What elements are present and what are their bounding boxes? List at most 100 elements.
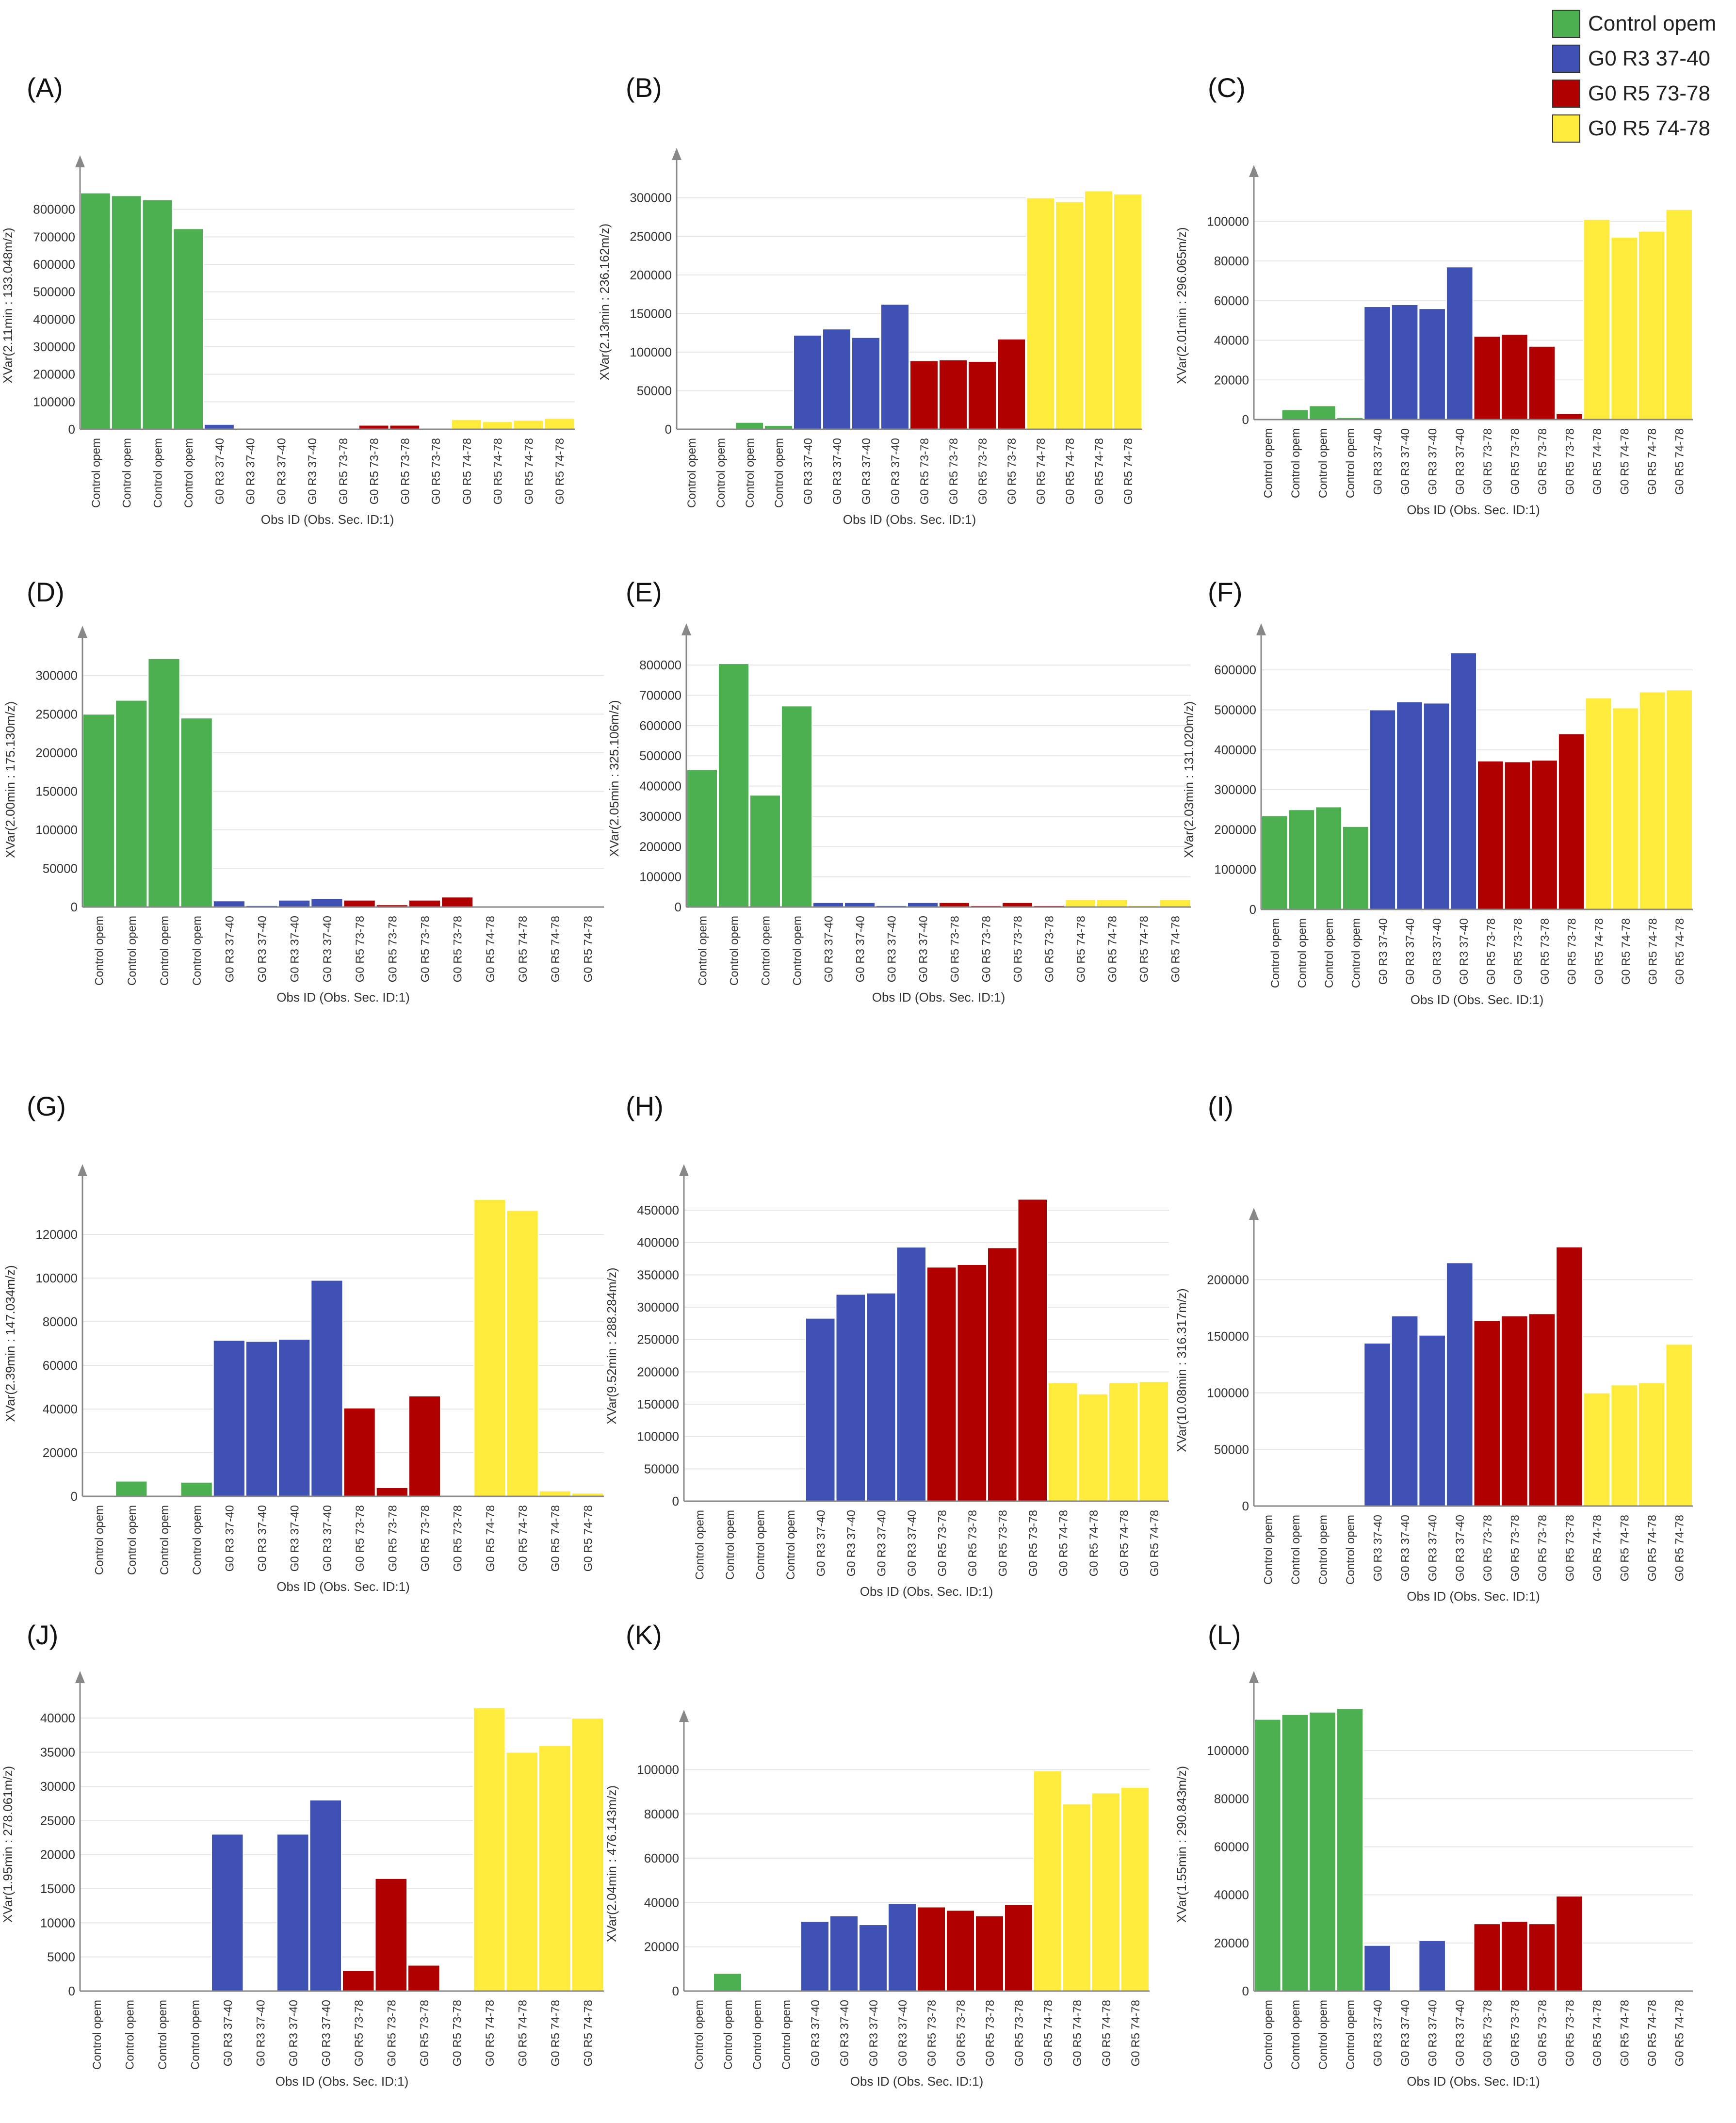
y-tick-label: 500000 [639,748,681,763]
x-tick-label: Control opem [1289,428,1302,498]
bar [1281,409,1309,421]
y-axis-label: XVar(9.52min : 288.284m/z) [604,1267,619,1424]
x-tick-label: G0 R5 73-78 [918,438,931,504]
legend: Control opem G0 R3 37-40 G0 R5 73-78 G0 R5 … [1552,10,1732,155]
bar [538,1490,571,1497]
x-tick-label: Control opem [773,438,786,508]
bar [1281,1714,1309,1992]
bar [713,1973,742,1992]
legend-swatch [1552,10,1580,38]
y-tick-label: 30000 [40,1779,75,1794]
x-tick-label: G0 R5 73-78 [354,916,367,982]
y-tick-label: 0 [68,422,75,437]
x-tick-label: Control opem [90,438,103,508]
bar [851,337,880,430]
bar [1665,1344,1693,1507]
bar [1391,304,1419,421]
y-tick-label: 500000 [1214,702,1256,717]
y-tick-label: 250000 [35,707,78,721]
bar [212,900,245,908]
y-tick-label: 0 [68,1984,75,1998]
bar [310,1280,343,1497]
x-tick-label: Control opem [714,438,728,508]
bar [245,1341,278,1497]
x-tick-label: G0 R5 74-78 [1591,428,1604,495]
y-tick-label: 200000 [35,745,78,760]
x-tick-label: Control opem [1262,2000,1275,2070]
bar [1004,1904,1033,1992]
y-tick-label: 200000 [33,367,75,382]
bar [473,1199,506,1497]
x-tick-label: G0 R5 74-78 [1087,1510,1101,1576]
y-tick-label: 500000 [33,285,75,299]
bar [987,1247,1018,1502]
y-tick-label: 0 [672,1494,679,1508]
bar [571,1718,604,1992]
x-tick-label: G0 R5 74-78 [1093,438,1106,504]
x-tick-label: Control opem [722,2000,735,2070]
x-tick-label: Control opem [1323,918,1336,988]
bar [1423,702,1450,910]
bar [822,328,851,430]
x-tick-label: G0 R3 37-40 [823,916,836,982]
bar [1078,1393,1108,1502]
bar [880,304,909,430]
y-tick-label: 0 [71,1489,78,1504]
x-tick-label: G0 R3 37-40 [1404,918,1417,985]
x-tick-label: G0 R5 74-78 [1071,2000,1084,2066]
y-tick-label: 100000 [639,870,681,884]
x-tick-label: G0 R3 37-40 [917,916,930,982]
bar [749,794,781,908]
bar [735,421,764,430]
x-tick-label: G0 R5 74-78 [1118,1510,1131,1576]
x-tick-label: G0 R3 37-40 [1372,2000,1385,2066]
bar [946,1910,975,1992]
y-tick-label: 15000 [40,1881,75,1896]
bar [1501,334,1528,420]
panel-label: (C) [1208,72,1246,103]
x-tick-label: Control opem [1350,918,1363,988]
bar [505,1751,538,1992]
bar [1017,1199,1048,1502]
x-axis-label: Obs ID (Obs. Sec. ID:1) [276,1579,410,1594]
y-tick-label: 400000 [1214,743,1256,757]
x-tick-label: G0 R5 73-78 [980,916,993,982]
bar [1556,413,1583,421]
x-tick-label: Control opem [156,2000,169,2070]
bar [408,899,441,908]
bar [544,418,575,430]
y-axis-arrow [1249,165,1259,177]
y-axis-arrow [75,1671,85,1683]
x-tick-label: G0 R5 74-78 [1591,1515,1604,1581]
bar [1528,345,1556,420]
bar [975,1915,1004,1992]
chart-panel: (A) 0 100000 200000 300000 400000 500000 600000… [0,72,575,527]
bar [829,1915,859,1992]
x-tick-label: G0 R5 73-78 [1481,1515,1494,1581]
y-axis-arrow [1249,1208,1259,1220]
bar [1450,652,1477,910]
bar [1504,761,1531,910]
y-axis-arrow [679,1710,689,1722]
x-tick-label: G0 R3 37-40 [1427,2000,1440,2066]
y-tick-label: 300000 [35,668,78,683]
bar [686,769,718,908]
y-axis-label: XVar(2.39min : 147.034m/z) [3,1265,17,1422]
bar [1473,1320,1501,1507]
bar [1065,899,1096,908]
y-tick-label: 20000 [1214,1936,1249,1950]
y-tick-label: 100000 [33,394,75,409]
x-axis-label: Obs ID (Obs. Sec. ID:1) [276,2074,409,2089]
bar [513,420,544,430]
x-tick-label: G0 R3 37-40 [1399,1515,1412,1581]
x-tick-label: G0 R5 74-78 [1619,1515,1632,1581]
x-tick-label: G0 R5 74-78 [1148,1510,1161,1576]
bar [917,1906,946,1992]
x-tick-label: Control opem [1344,1515,1357,1585]
x-tick-label: G0 R5 73-78 [976,438,990,504]
y-tick-label: 40000 [1214,333,1249,348]
y-tick-label: 300000 [639,809,681,824]
x-tick-label: G0 R5 73-78 [1539,918,1552,985]
bar [968,361,997,430]
